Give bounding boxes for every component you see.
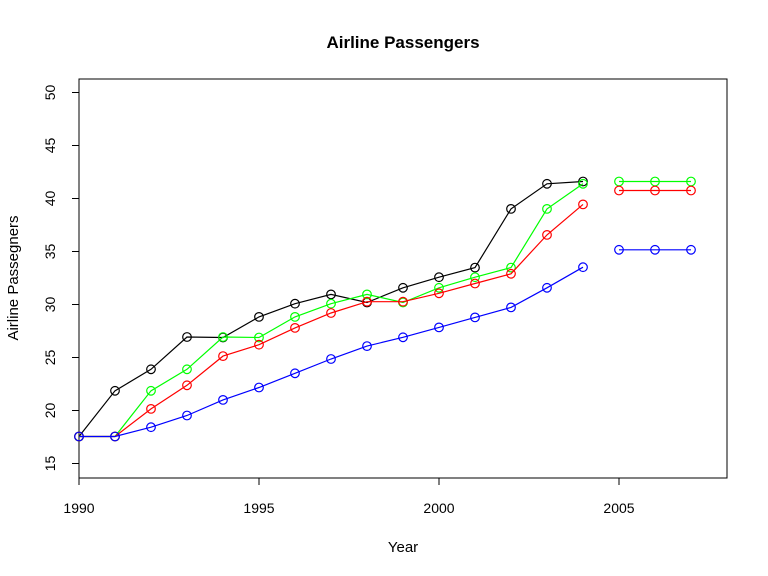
data-point (110, 431, 120, 442)
y-tick-label: 35 (42, 244, 58, 260)
data-point (650, 244, 660, 255)
data-point (254, 312, 264, 322)
data-point (398, 296, 408, 307)
y-axis: 15 20 25 30 35 40 45 50 (42, 85, 80, 472)
data-point (146, 422, 156, 433)
series-0 (74, 176, 588, 442)
data-point (542, 282, 552, 293)
data-point (506, 268, 516, 279)
data-point (434, 272, 444, 283)
data-point (506, 262, 516, 273)
series-3 (74, 262, 588, 442)
data-point (542, 229, 552, 240)
data-point (290, 368, 300, 379)
plot-area-border (78, 78, 728, 479)
y-tick-label: 20 (42, 403, 58, 419)
data-point (542, 178, 552, 189)
data-point (614, 244, 624, 255)
x-tick-label: 2005 (603, 500, 634, 516)
data-point (398, 282, 408, 293)
chart-title: Airline Passengers (326, 33, 479, 52)
data-point (398, 332, 408, 343)
data-point (362, 296, 372, 307)
data-point (362, 341, 372, 352)
data-point (146, 385, 156, 396)
series-layer (74, 176, 696, 442)
y-tick-label: 45 (42, 138, 58, 154)
y-tick-label: 25 (42, 350, 58, 366)
series-line (79, 266, 584, 438)
data-point (362, 289, 372, 300)
data-point (254, 382, 264, 393)
data-point (578, 199, 588, 210)
data-point (686, 244, 696, 255)
data-point (326, 354, 336, 364)
series-line (78, 180, 584, 437)
data-point (326, 298, 336, 309)
series-6 (614, 244, 696, 255)
x-axis: 1990 1995 2000 2005 (63, 477, 635, 516)
data-point (182, 380, 192, 391)
data-point (470, 278, 480, 289)
data-point (254, 339, 264, 350)
series-5 (614, 185, 696, 196)
data-point (614, 185, 624, 196)
y-tick-label: 50 (42, 85, 58, 101)
data-point (218, 351, 228, 362)
data-point (506, 203, 516, 214)
data-point (650, 185, 660, 196)
data-point (290, 323, 300, 333)
series-1 (74, 178, 588, 442)
data-point (218, 395, 228, 405)
data-point (434, 288, 444, 299)
data-point (110, 385, 120, 396)
data-point (470, 272, 480, 283)
data-point (290, 312, 300, 322)
data-point (470, 262, 480, 273)
data-point (218, 332, 228, 342)
data-point (470, 312, 480, 323)
data-point (434, 282, 444, 293)
data-point (326, 289, 336, 300)
data-point (578, 178, 588, 189)
data-point (146, 364, 156, 375)
data-point (74, 431, 84, 442)
data-point (182, 332, 192, 342)
data-point (146, 404, 156, 414)
data-point (254, 332, 264, 343)
x-axis-label: Year (388, 539, 418, 556)
data-point (506, 302, 516, 313)
data-point (578, 262, 588, 273)
y-tick-label: 40 (42, 191, 58, 207)
x-tick-label: 1990 (63, 500, 94, 516)
series-4 (614, 176, 696, 187)
x-tick-label: 1995 (243, 500, 274, 516)
x-tick-label: 2000 (423, 500, 454, 516)
series-line (79, 203, 584, 438)
y-axis-label: Airline Passegners (5, 215, 22, 340)
data-point (326, 308, 336, 318)
data-point (182, 364, 192, 375)
series-line (79, 183, 584, 438)
data-point (182, 410, 192, 421)
y-tick-label: 30 (42, 297, 58, 313)
data-point (542, 203, 552, 214)
data-point (434, 322, 444, 333)
data-point (686, 185, 696, 196)
series-2 (74, 199, 588, 442)
y-tick-label: 15 (42, 456, 58, 472)
data-point (290, 298, 300, 309)
